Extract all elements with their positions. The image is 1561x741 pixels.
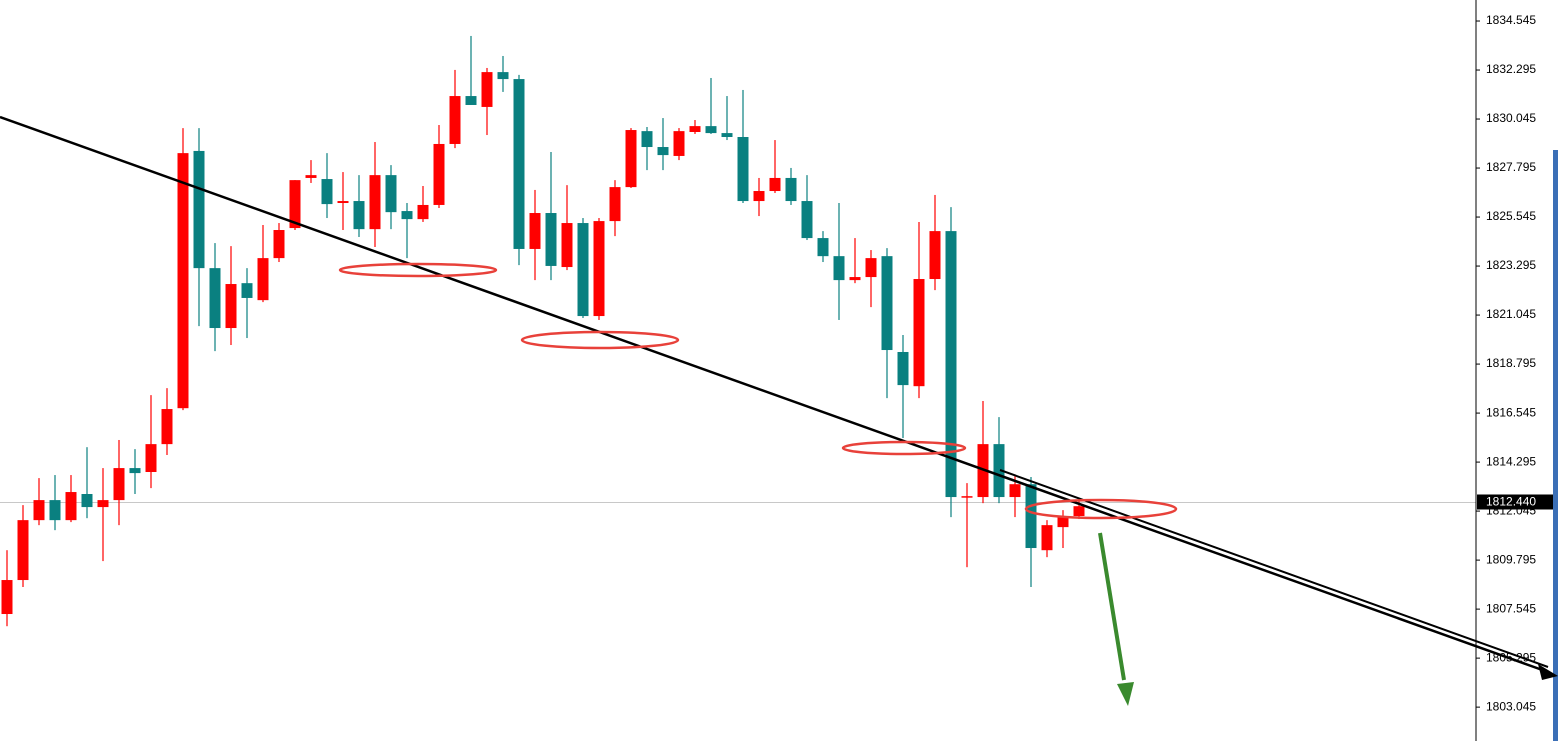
candle-body	[129, 468, 141, 474]
candle-body	[305, 175, 317, 178]
candle-body	[641, 131, 653, 148]
candle-body	[993, 444, 1005, 498]
candle-body	[97, 500, 109, 508]
scrollbar	[1553, 150, 1558, 741]
trend-arrowhead	[1538, 664, 1558, 680]
candle-body	[337, 201, 349, 204]
y-tick-label: 1827.795	[1486, 160, 1536, 174]
y-tick-label: 1816.545	[1486, 405, 1536, 419]
candle-body	[881, 256, 893, 351]
candle-body	[721, 133, 733, 138]
candle-body	[289, 180, 301, 229]
y-tick-label: 1818.795	[1486, 356, 1536, 370]
candle-body	[33, 500, 45, 521]
candle-body	[1009, 484, 1021, 498]
candle-body	[65, 492, 77, 521]
y-tick-label: 1814.295	[1486, 454, 1536, 468]
candle-body	[353, 201, 365, 230]
candle-body	[625, 130, 637, 188]
candle-body	[385, 175, 397, 213]
candle-body	[593, 221, 605, 317]
candle-body	[865, 258, 877, 278]
candle-body	[1, 580, 13, 615]
candle-body	[753, 191, 765, 202]
candle-body	[801, 201, 813, 239]
candle-body	[257, 258, 269, 301]
down-arrow	[1098, 532, 1126, 681]
candle-body	[193, 150, 205, 269]
candle-body	[417, 204, 429, 220]
candle-body	[769, 177, 781, 192]
candle-body	[657, 147, 669, 156]
plot-area	[0, 35, 1476, 627]
candle-body	[817, 238, 829, 257]
price-axis: 1834.545 1832.295 1830.045 1827.795 1825.545…	[1475, 0, 1558, 741]
candle-body	[1025, 484, 1037, 549]
y-tick-label: 1834.545	[1486, 13, 1536, 27]
y-tick-label: 1825.545	[1486, 209, 1536, 223]
candle-body	[209, 268, 221, 329]
candle-body	[849, 277, 861, 281]
candle-body	[481, 72, 493, 107]
candle-body	[689, 126, 701, 132]
candle-body	[273, 230, 285, 259]
y-tick-label: 1809.795	[1486, 552, 1536, 566]
candle-body	[673, 131, 685, 156]
candle-body	[945, 231, 957, 498]
trend-line-thick	[999, 469, 1549, 668]
y-tick-label: 1823.295	[1486, 258, 1536, 272]
support-ellipse	[338, 262, 498, 278]
candle-body	[785, 177, 797, 202]
candle-body	[49, 500, 61, 521]
retest-ellipse	[1024, 498, 1178, 520]
candle-body	[81, 494, 93, 508]
y-tick-label: 1832.295	[1486, 62, 1536, 76]
current-price-label: 1812.440	[1486, 495, 1536, 509]
candle-body	[369, 175, 381, 230]
support-ellipse	[841, 440, 967, 456]
candle-body	[161, 409, 173, 445]
support-ellipse	[520, 330, 680, 350]
y-tick-label: 1830.045	[1486, 111, 1536, 125]
candle-body	[561, 223, 573, 268]
candle-body	[609, 187, 621, 222]
y-tick-label: 1821.045	[1486, 307, 1536, 321]
candle-body	[513, 79, 525, 249]
current-price-box	[1477, 494, 1553, 510]
candle-body	[401, 211, 413, 220]
candle-body	[177, 153, 189, 409]
down-arrowhead	[1117, 682, 1134, 706]
candle-body	[113, 468, 125, 501]
trend-line	[0, 115, 1549, 674]
candle-body	[577, 223, 589, 317]
drawings	[0, 115, 1558, 706]
candle-body	[929, 231, 941, 280]
y-tick-label: 1803.045	[1486, 699, 1536, 713]
candle-body	[545, 213, 557, 266]
candle-body	[225, 284, 237, 329]
candle-body	[913, 279, 925, 387]
candle-body	[433, 143, 445, 205]
candle-body	[1041, 525, 1053, 551]
candle-body	[705, 126, 717, 134]
candle-body	[1073, 506, 1085, 516]
candle-body	[737, 137, 749, 202]
candle-body	[961, 496, 973, 498]
candle-body	[1057, 517, 1069, 528]
candle-body	[497, 72, 509, 80]
y-tick-label: 1807.545	[1486, 601, 1536, 615]
candle-body	[833, 256, 845, 281]
candle-body	[241, 283, 253, 298]
candle-body	[529, 213, 541, 249]
candle-body	[145, 444, 157, 473]
candle-body	[449, 96, 461, 144]
candle-body	[897, 351, 909, 386]
candle-body	[17, 520, 29, 581]
candle-body	[321, 179, 333, 205]
candle-body	[465, 96, 477, 105]
